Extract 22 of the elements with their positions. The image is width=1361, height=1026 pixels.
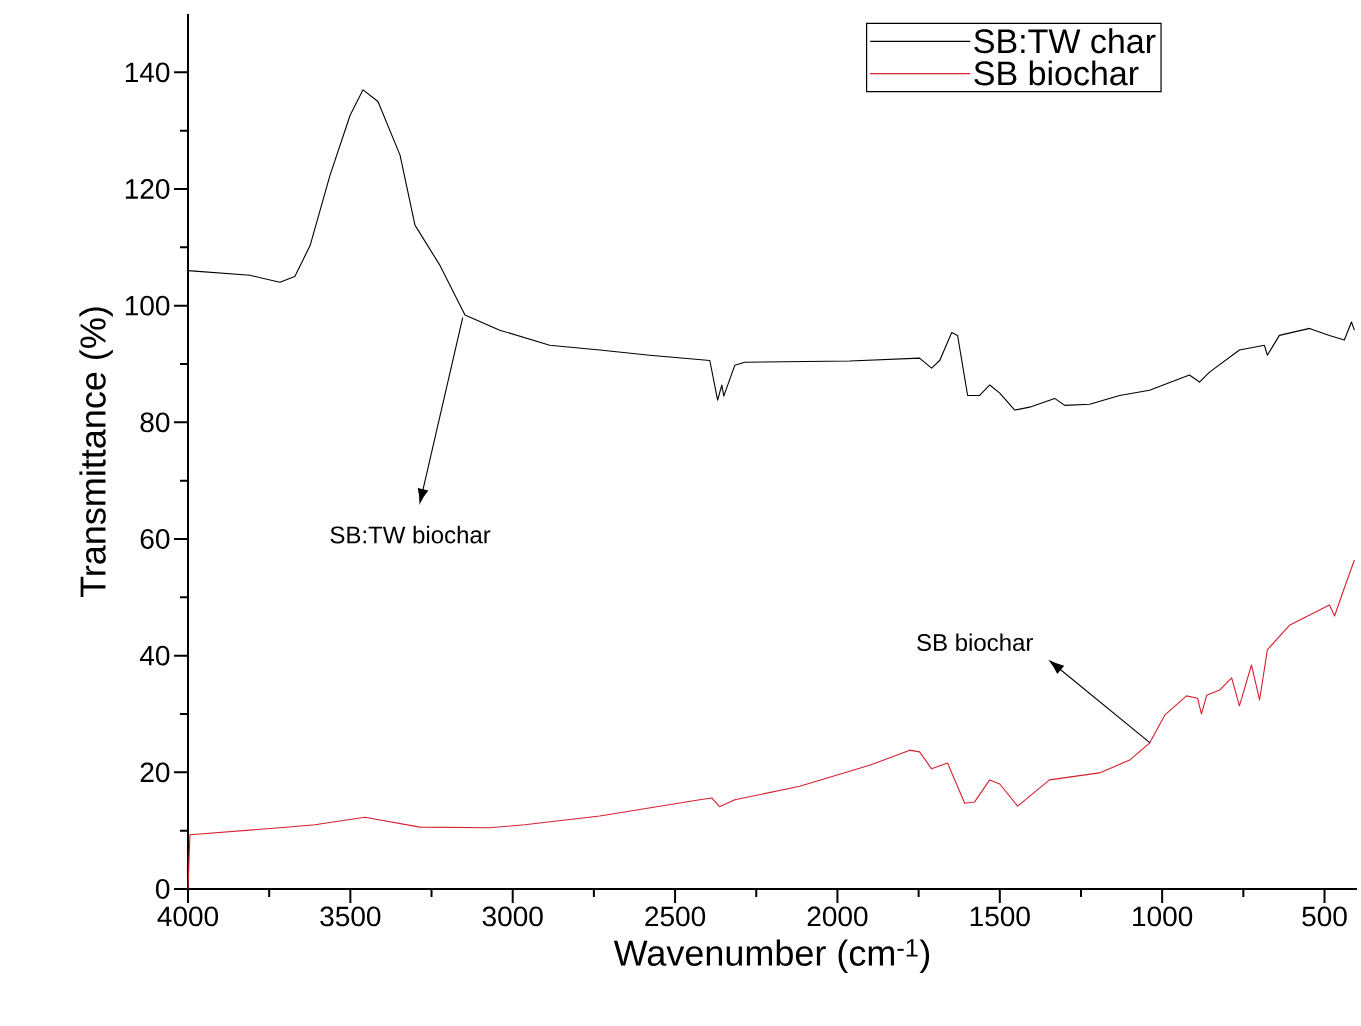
- x-tick-label: 2000: [807, 906, 868, 927]
- y-tick-label: 60: [140, 529, 170, 549]
- legend-label: SB:TW char: [974, 28, 1156, 54]
- x-tick-label: 1000: [1133, 906, 1193, 927]
- annotation: SB:TW biochar: [330, 525, 491, 544]
- x-axis-title: Wavenumber (cm$^{-1}$): [613, 939, 930, 974]
- x-tick-label: 500: [1302, 906, 1347, 927]
- y-tick-label: 100: [125, 295, 170, 316]
- legend-label: SB biochar: [974, 60, 1139, 86]
- y-axis-title: Transmittance (%): [79, 307, 113, 598]
- y-tick-label: 20: [140, 762, 170, 783]
- y-tick-label: 0: [155, 879, 170, 899]
- y-tick-label: 140: [125, 62, 170, 83]
- x-tick-label: 2500: [645, 906, 706, 927]
- x-tick-label: 4000: [157, 906, 219, 927]
- x-tick-label: 1500: [970, 906, 1030, 927]
- y-tick-label: 40: [139, 645, 170, 666]
- y-tick-label: 120: [125, 179, 170, 199]
- annotation: SB biochar: [917, 633, 1033, 652]
- x-tick-label: 3000: [482, 906, 543, 927]
- x-tick-label: 3500: [320, 906, 381, 927]
- y-tick-label: 80: [140, 412, 170, 433]
